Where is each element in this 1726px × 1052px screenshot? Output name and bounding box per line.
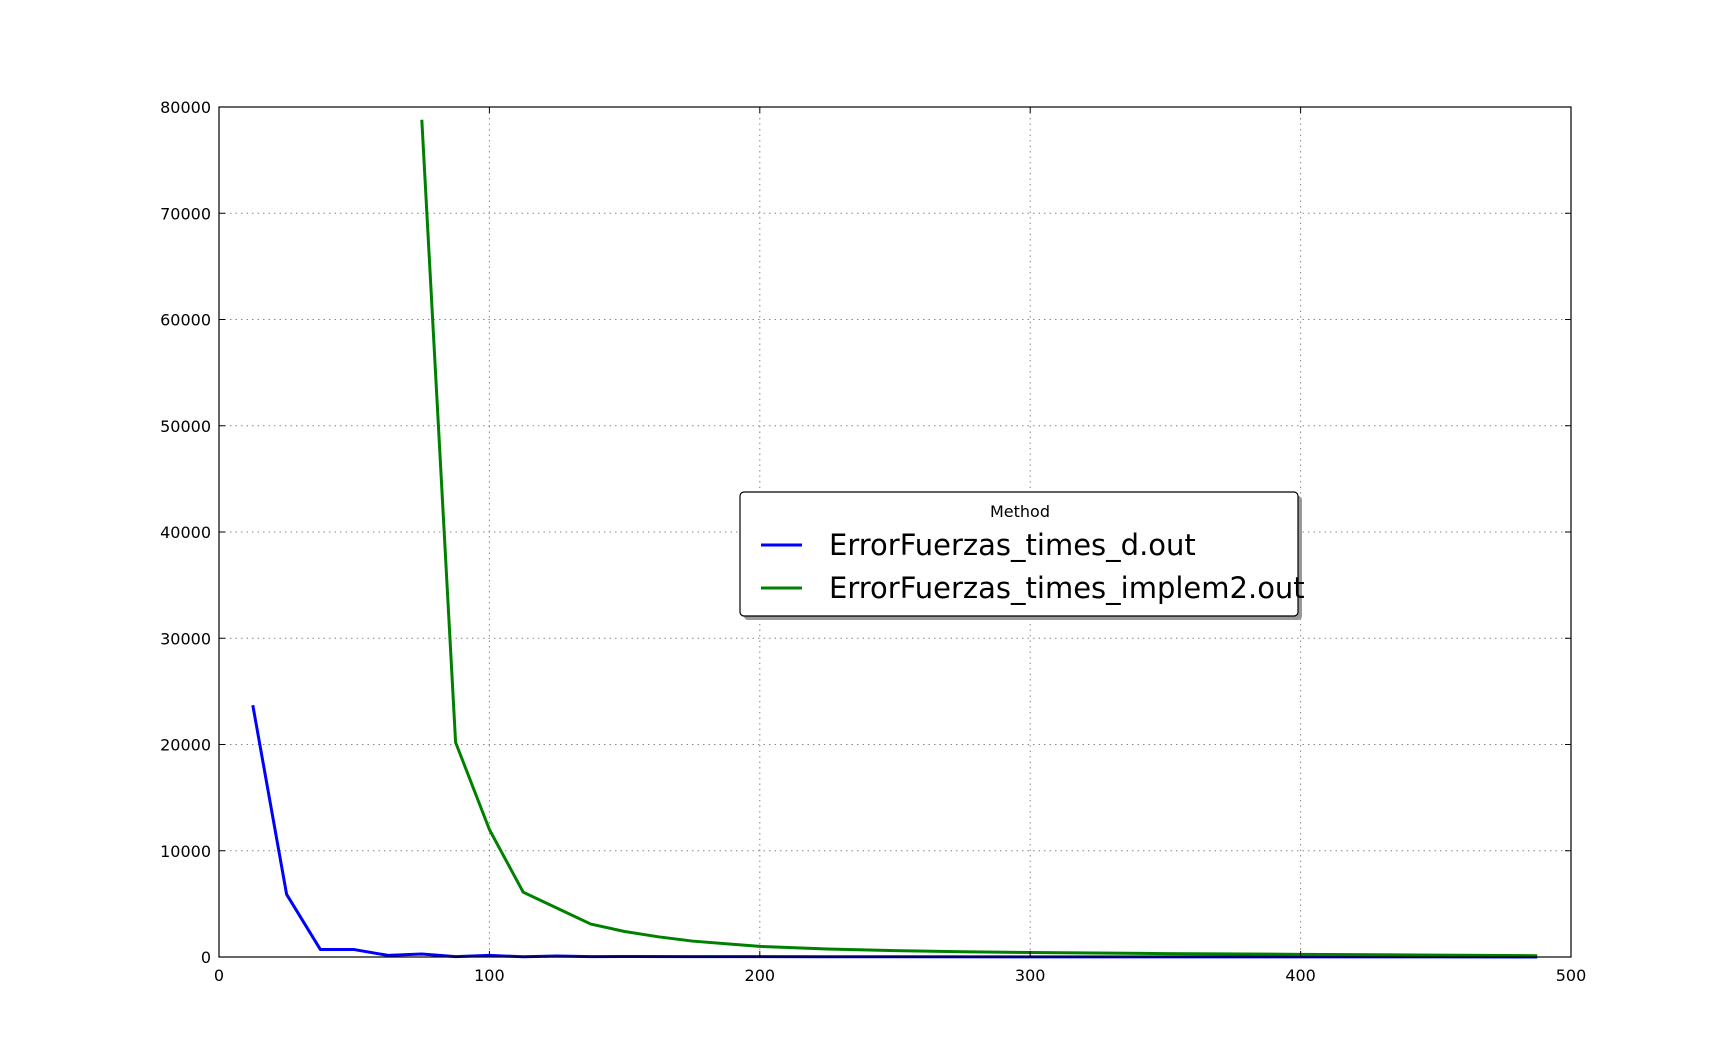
y-tick-label: 50000: [160, 417, 211, 436]
x-tick-label: 0: [214, 966, 224, 985]
legend-box: [739, 491, 1299, 617]
x-tick-label: 300: [1015, 966, 1046, 985]
y-tick-label: 0: [201, 948, 211, 967]
legend-label-implem2: ErrorFuerzas_times_implem2.out: [829, 571, 1305, 605]
y-tick-label: 80000: [160, 98, 211, 117]
series-line-1: [420, 119, 1538, 958]
x-tick-label: 200: [745, 966, 776, 985]
legend: Method ErrorFuerzas_times_d.out ErrorFue…: [739, 491, 1305, 620]
y-tick-label: 40000: [160, 523, 211, 542]
y-tick-label: 20000: [160, 736, 211, 755]
legend-title: Method: [990, 502, 1050, 521]
axis-ticks: 0 100 200 300 400 500 0 10000 20000 30000 40000 500…: [160, 98, 1586, 985]
y-tick-label: 30000: [160, 629, 211, 648]
x-tick-label: 500: [1556, 966, 1587, 985]
y-tick-label: 70000: [160, 204, 211, 223]
x-tick-label: 100: [474, 966, 505, 985]
y-tick-label: 60000: [160, 311, 211, 330]
legend-label-d: ErrorFuerzas_times_d.out: [829, 528, 1196, 562]
y-tick-label: 10000: [160, 842, 211, 861]
x-tick-label: 400: [1285, 966, 1316, 985]
